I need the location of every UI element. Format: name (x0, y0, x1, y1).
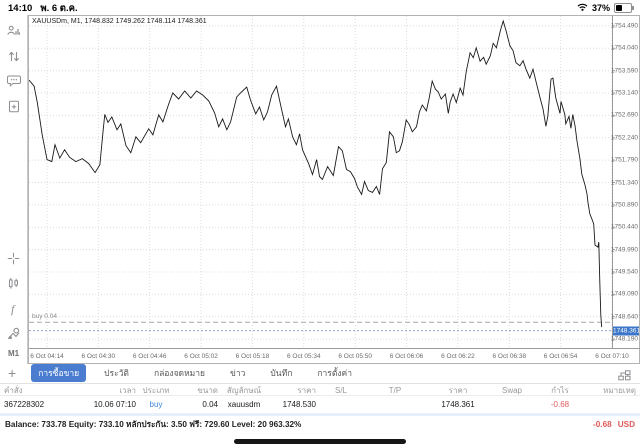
tab-2[interactable]: กล่องจดหมาย (153, 368, 206, 378)
col-header-0: คำสั่ง (4, 386, 23, 395)
price-tick-label: 1748.190 (610, 335, 638, 343)
price-tick-label: 1751.790 (610, 156, 638, 164)
cell-symbol: xauusdm (227, 400, 261, 409)
profit-value: -0.68 (593, 419, 612, 429)
timeframe-button[interactable]: M1 (7, 349, 20, 358)
tab-4[interactable]: บันทึก (270, 368, 293, 378)
left-toolbar: f M1 (0, 15, 28, 364)
balance-line: Balance: 733.78 Equity: 733.10 หลักประกั… (5, 419, 302, 429)
cell-time: 10.06 07:10 (93, 400, 136, 409)
section-divider (0, 413, 640, 416)
tab-5[interactable]: การตั้งค่า (317, 368, 352, 378)
chat-icon[interactable] (0, 75, 27, 87)
objects-icon[interactable] (0, 327, 27, 340)
col-header-4: สัญลักษณ์ (226, 386, 262, 395)
price-tick-label: 1749.090 (610, 290, 638, 298)
price-tick-label: 1749.540 (610, 268, 638, 276)
price-tick-label: 1750.890 (610, 201, 638, 209)
crosshair-icon[interactable] (0, 252, 27, 265)
account-summary-row: Balance: 733.78 Equity: 733.10 หลักประกั… (0, 417, 640, 431)
battery-percent: 37% (591, 3, 610, 13)
cell-current-price: 1748.361 (441, 400, 475, 409)
position-line-label: buy 0.04 (32, 313, 57, 321)
time-tick-label: 6 Oct 05:50 (338, 353, 372, 360)
price-tick-label: 1753.140 (610, 89, 638, 97)
time-tick-label: 6 Oct 04:14 (30, 353, 64, 360)
tab-0[interactable]: การซื้อขาย (31, 364, 87, 382)
new-order-icon[interactable] (0, 100, 27, 113)
price-tick-label: 1748.640 (610, 313, 638, 321)
home-indicator[interactable] (234, 439, 406, 444)
floating-profit: -0.68 USD (593, 420, 635, 429)
time-tick-label: 6 Oct 05:18 (235, 353, 270, 360)
cell-order: 367228302 (4, 400, 45, 409)
col-header-9: Swap (501, 386, 522, 395)
time-tick-label: 6 Oct 06:38 (492, 353, 527, 360)
price-tick-label: 1753.590 (610, 67, 638, 75)
add-tab-button[interactable]: + (8, 365, 17, 381)
cell-open-price: 1748.530 (282, 400, 316, 409)
col-header-8: ราคา (448, 386, 468, 395)
price-chart[interactable] (29, 16, 640, 350)
price-axis[interactable]: 1754.490 1754.040 1753.590 1753.140 1752.690… (610, 16, 639, 349)
col-header-10: กำไร (551, 386, 569, 395)
time-tick-label: 6 Oct 04:46 (132, 353, 167, 360)
svg-text:f: f (11, 302, 16, 316)
time-tick-label: 6 Oct 05:34 (286, 353, 321, 360)
time-tick-label: 6 Oct 06:22 (441, 353, 475, 360)
bottom-tab-bar: + การซื้อขาย ประวัติ กล่องจดหมาย ข่าว บันทึก… (0, 364, 640, 382)
price-tick-label: 1752.240 (610, 134, 638, 142)
battery-icon (614, 3, 634, 13)
cell-profit: -0.68 (550, 400, 570, 409)
quotes-icon[interactable] (0, 25, 27, 38)
time-tick-label: 6 Oct 04:30 (81, 353, 116, 360)
col-header-2: ประเภท (142, 386, 170, 395)
price-tick-label: 1754.040 (610, 44, 638, 52)
price-tick-label: 1750.440 (610, 223, 638, 231)
col-header-3: ขนาด (197, 386, 218, 395)
col-header-1: เวลา (119, 386, 136, 395)
indicators-icon[interactable]: f (0, 302, 27, 316)
tab-3[interactable]: ข่าว (230, 368, 246, 378)
price-tick-label: 1752.690 (610, 111, 638, 119)
time-tick-label: 6 Oct 06:54 (543, 353, 578, 360)
candlestick-icon[interactable] (0, 277, 27, 290)
position-row[interactable]: 367228302 10.06 07:10 buy 0.04 xauusdm 1748.5… (0, 397, 640, 412)
wifi-icon (577, 3, 588, 13)
col-header-7: T/P (388, 386, 402, 395)
col-header-5: ราคา (297, 386, 316, 395)
price-tick-label: 1754.490 (610, 22, 638, 30)
time-axis[interactable]: 6 Oct 04:14 6 Oct 04:30 6 Oct 04:46 6 Oct 0… (29, 353, 639, 364)
positions-table-header: คำสั่ง เวลา ประเภท ขนาด สัญลักษณ์ ราคา S/L T/P ร… (0, 383, 640, 396)
time-tick-label: 6 Oct 06:06 (389, 353, 424, 360)
cell-volume: 0.04 (202, 400, 218, 409)
bottom-panel: + การซื้อขาย ประวัติ กล่องจดหมาย ข่าว บันทึก… (0, 364, 640, 447)
status-date: พ. 6 ต.ค. (40, 2, 78, 14)
window-layout-icon[interactable] (618, 368, 631, 386)
tab-1[interactable]: ประวัติ (104, 368, 129, 378)
clock: 14:10 (8, 2, 33, 14)
price-tick-label: 1751.340 (610, 179, 638, 186)
chart-panel[interactable]: 1754.490 1754.040 1753.590 1753.140 1752.690… (28, 15, 640, 364)
time-tick-label: 6 Oct 05:02 (184, 353, 218, 360)
chart-ohlc-header: XAUUSDm, M1, 1748.832 1749.262 1748.114 … (32, 18, 207, 25)
price-tick-label: 1749.990 (610, 246, 638, 254)
col-header-6: S/L (334, 386, 347, 395)
time-tick-label: 6 Oct 07:10 (595, 353, 629, 360)
profit-currency: USD (617, 419, 635, 429)
status-bar: 14:10 พ. 6 ต.ค. 37% (0, 0, 640, 15)
bid-price-tag: 1748.361 (613, 326, 640, 336)
trade-icon[interactable] (0, 50, 27, 63)
cell-type: buy (149, 400, 163, 409)
col-header-11: หมายเหตุ (603, 386, 636, 395)
